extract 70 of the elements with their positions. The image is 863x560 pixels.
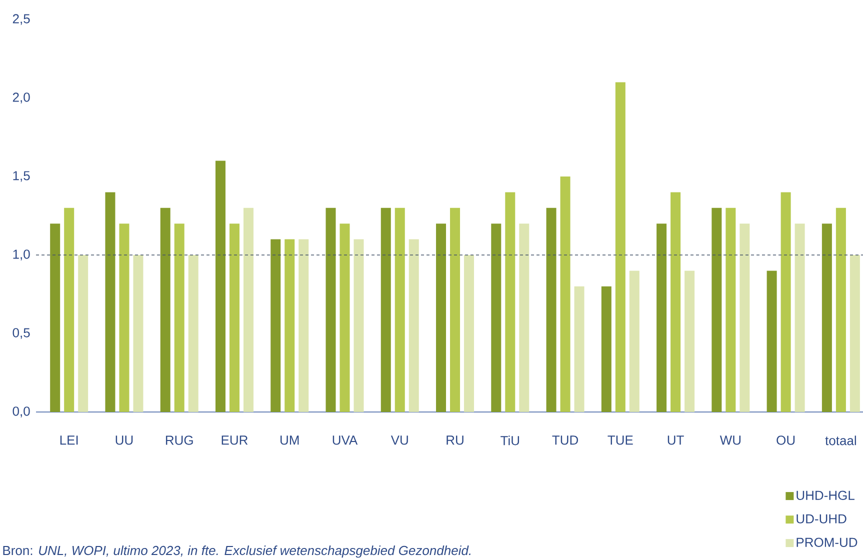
bar <box>850 254 860 412</box>
bar <box>436 224 446 412</box>
x-tick-label: TUE <box>608 436 633 445</box>
y-tick-label: 2,5 <box>12 14 30 25</box>
bar <box>822 224 832 412</box>
bar <box>105 192 116 412</box>
bar <box>188 254 198 412</box>
bar <box>64 208 74 412</box>
bar <box>546 208 556 412</box>
bar <box>780 192 791 412</box>
legend-label: PROM-UD <box>796 538 858 547</box>
x-tick-label: WU <box>720 436 741 445</box>
bar <box>656 224 667 412</box>
bar <box>50 224 60 412</box>
y-tick-label: 1,5 <box>13 171 30 182</box>
bar <box>215 160 226 412</box>
y-tick-label: 2,0 <box>12 92 30 104</box>
bar <box>740 224 750 412</box>
text: Bron: UNL, WOPI, ultimo 2023, in fte. Exclusief wetenschapsgebied Gezondheid. <box>3 546 470 558</box>
bar <box>491 224 502 412</box>
x-tick-label: UT <box>668 436 684 445</box>
x-tick-label: LEI <box>60 436 78 445</box>
y-tick-label: 1,0 <box>13 250 30 260</box>
bar <box>464 254 474 412</box>
bar <box>615 82 626 412</box>
bar <box>519 224 530 412</box>
x-tick-label: VU <box>390 436 408 445</box>
bar <box>133 254 144 412</box>
bar <box>766 270 777 412</box>
bar <box>243 208 254 412</box>
bar <box>601 286 612 412</box>
bar <box>354 239 364 412</box>
bar <box>298 239 309 412</box>
bar <box>574 286 584 412</box>
bar <box>712 208 722 412</box>
bar <box>270 239 281 412</box>
x-tick-label: TiU <box>500 436 520 446</box>
bar <box>684 270 695 412</box>
bar <box>726 208 736 412</box>
bar <box>794 224 805 412</box>
x-tick-label: RU <box>446 436 464 445</box>
bar <box>78 254 88 412</box>
bar <box>326 208 336 412</box>
bar <box>284 239 295 412</box>
x-tick-label: totaal <box>825 436 856 446</box>
bar <box>119 224 130 412</box>
x-tick-label: UVA <box>332 436 358 445</box>
x-tick-label: UU <box>116 436 133 445</box>
bar <box>160 208 170 412</box>
bar <box>174 224 184 412</box>
x-tick-label: TUD <box>552 436 578 445</box>
x-tick-label: OU <box>776 436 795 445</box>
legend-label: UD-UHD <box>796 514 846 524</box>
y-tick-label: 0,5 <box>12 328 30 339</box>
x-tick-label: UM <box>280 436 299 445</box>
bar <box>560 176 570 412</box>
bar <box>380 208 391 412</box>
bar <box>670 192 681 412</box>
legend-label: UHD-HGL <box>796 490 854 500</box>
bar <box>340 224 350 412</box>
x-tick-label: EUR <box>222 436 248 445</box>
bar <box>505 192 516 412</box>
bar <box>408 239 419 412</box>
bar <box>450 208 460 412</box>
bar <box>629 270 640 412</box>
bar <box>836 208 846 412</box>
x-tick-label: RUG <box>166 436 193 445</box>
y-tick-label: 0,0 <box>12 406 30 418</box>
bar <box>394 208 405 412</box>
bar <box>229 224 240 412</box>
